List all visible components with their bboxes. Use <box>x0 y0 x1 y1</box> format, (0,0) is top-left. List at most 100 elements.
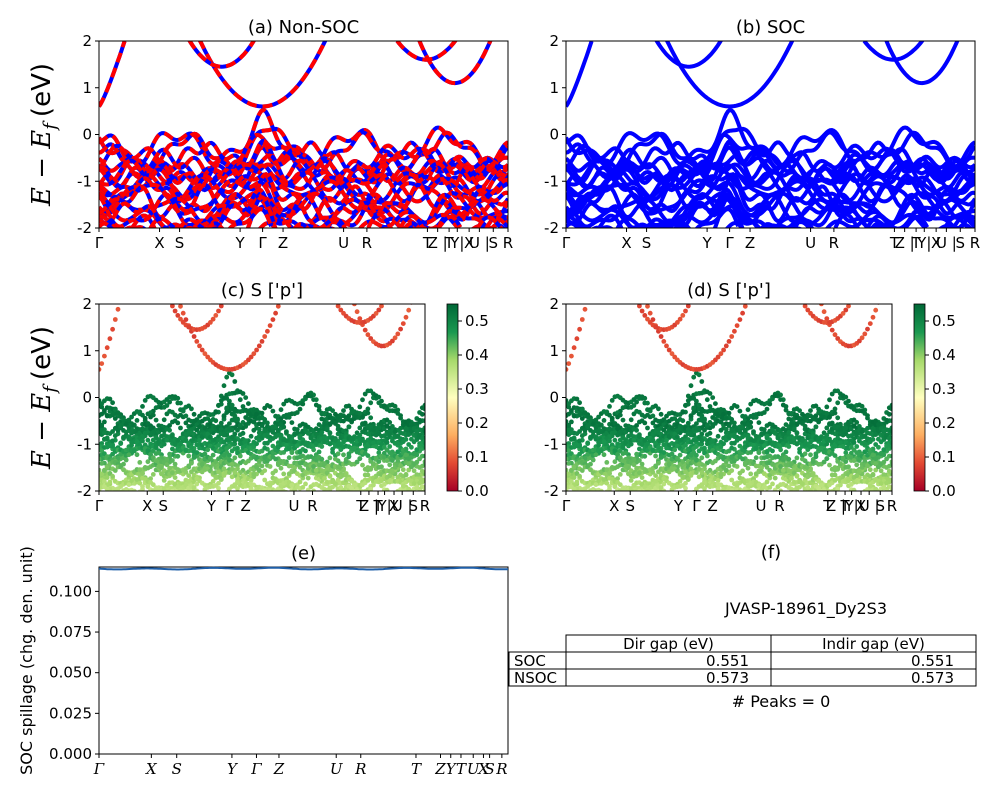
band-point <box>889 462 892 467</box>
band-point <box>786 456 792 462</box>
band-point <box>148 452 154 457</box>
band-point <box>658 411 664 417</box>
band-point <box>118 414 124 420</box>
band-point <box>349 478 354 484</box>
band-point <box>642 395 648 401</box>
band-point <box>227 457 232 463</box>
band-point <box>235 486 240 491</box>
band-point <box>715 433 721 439</box>
band-point <box>335 477 341 483</box>
band-point <box>707 404 713 409</box>
x-tick-label: Γ <box>95 234 104 252</box>
band-point <box>251 351 257 357</box>
band-point <box>422 462 425 467</box>
band-point <box>729 417 735 422</box>
band-point <box>172 441 178 447</box>
band-point <box>819 445 824 451</box>
band-point <box>609 415 615 421</box>
band-point <box>601 477 607 482</box>
band-point <box>832 453 838 458</box>
x-tick-label: Γ <box>562 234 571 252</box>
band-point <box>854 420 860 425</box>
band-point <box>851 440 857 445</box>
band-point <box>365 453 371 458</box>
band-point <box>99 411 105 417</box>
x-tick-label: U | <box>392 497 413 515</box>
band-point <box>569 430 574 436</box>
band-point <box>300 485 306 490</box>
band-point <box>813 424 819 430</box>
band-point <box>889 453 892 459</box>
band-point <box>734 404 740 409</box>
band-point <box>172 461 178 467</box>
band-point <box>631 462 637 468</box>
band-point <box>677 417 683 422</box>
band-point <box>800 411 805 417</box>
band-point <box>414 484 420 490</box>
band-point <box>232 408 238 414</box>
band-point <box>112 433 118 439</box>
band-point <box>161 487 167 491</box>
band-line <box>566 126 975 174</box>
x-tick-label: T <box>911 234 922 252</box>
band-point <box>824 425 830 431</box>
band-point <box>691 446 697 451</box>
band-point <box>406 456 412 462</box>
band-point <box>840 432 846 438</box>
band-point <box>115 428 121 433</box>
band-point <box>409 464 414 470</box>
band-point <box>178 425 183 431</box>
band-point <box>422 402 425 408</box>
band-point <box>748 424 754 430</box>
band-point <box>400 483 406 489</box>
band-point <box>645 400 650 406</box>
band-point <box>857 469 862 475</box>
cond-line-red <box>99 41 127 108</box>
band-point <box>395 411 401 416</box>
band-point <box>800 456 805 462</box>
band-point <box>422 453 425 459</box>
band-point <box>273 456 278 462</box>
band-point <box>172 308 178 314</box>
band-line-red <box>99 192 508 228</box>
band-point <box>229 448 235 454</box>
band-point <box>322 461 327 467</box>
band-point <box>737 429 743 434</box>
band-point <box>267 464 273 469</box>
band-point <box>145 448 151 453</box>
band-point <box>889 428 892 434</box>
band-point <box>102 419 107 425</box>
band-point <box>167 465 173 471</box>
band-point <box>159 471 164 476</box>
bands-b <box>566 41 975 228</box>
band-point <box>723 416 729 421</box>
x-tick-label: X <box>142 497 152 515</box>
band-point <box>642 453 648 459</box>
band-point <box>153 451 159 456</box>
band-point <box>696 402 702 408</box>
band-point <box>571 464 577 470</box>
band-point <box>753 414 759 420</box>
band-point <box>357 425 363 431</box>
band-point <box>379 304 384 309</box>
band-point <box>704 453 710 459</box>
band-point <box>753 434 759 439</box>
band-point <box>134 477 140 482</box>
band-point <box>210 452 216 458</box>
band-point <box>854 462 860 468</box>
band-point <box>791 470 797 476</box>
band-point <box>688 431 694 437</box>
band-point <box>835 400 841 406</box>
band-point <box>227 470 232 475</box>
band-point <box>783 407 789 413</box>
band-point <box>406 432 412 437</box>
band-point <box>365 406 371 412</box>
band-point <box>232 379 238 384</box>
band-point <box>232 470 238 475</box>
band-point <box>789 439 794 445</box>
band-point <box>571 413 577 419</box>
band-point <box>650 447 656 453</box>
band-point <box>167 423 173 428</box>
band-point <box>194 481 200 487</box>
band-point <box>123 457 129 463</box>
